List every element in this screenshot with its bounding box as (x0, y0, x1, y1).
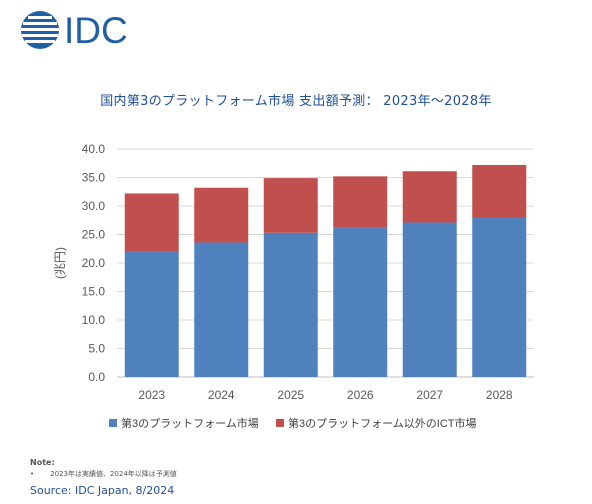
legend-swatch (276, 419, 284, 427)
y-tick-label: 0.0 (88, 370, 105, 384)
bar-segment (402, 171, 457, 223)
bar-segment (263, 178, 318, 233)
bar-segment (124, 251, 179, 377)
x-tick-label: 2026 (347, 388, 374, 402)
y-tick-label: 10.0 (82, 313, 106, 327)
x-tick-label: 2028 (486, 388, 513, 402)
y-tick-label: 25.0 (82, 228, 106, 242)
bar-segment (402, 222, 457, 377)
bar-segment (333, 176, 388, 228)
note-label: Note: (30, 458, 55, 467)
note-text: 2023年は実績値、2024年以降は予測値 (50, 470, 177, 478)
y-tick-label: 5.0 (88, 342, 105, 356)
bar-segment (263, 232, 318, 377)
globe-icon (21, 11, 59, 49)
y-tick-label: 30.0 (82, 199, 106, 213)
x-tick-label: 2025 (277, 388, 304, 402)
bar-segment (194, 187, 249, 243)
x-tick-label: 2023 (138, 388, 165, 402)
idc-logo: IDC (21, 10, 128, 51)
y-tick-label: 35.0 (82, 171, 106, 185)
legend-label: 第3のプラットフォーム市場 (121, 416, 259, 430)
chart-title: 国内第3のプラットフォーム市場 支出額予測： 2023年～2028年 (100, 94, 492, 109)
bar-segment (333, 227, 388, 377)
logo-text: IDC (64, 10, 128, 51)
y-tick-label: 20.0 (82, 256, 106, 270)
legend-label: 第3のプラットフォーム以外のICT市場 (288, 416, 477, 430)
note-item: • 2023年は実績値、2024年以降は予測値 (30, 469, 177, 479)
bar-segment (194, 242, 249, 377)
x-tick-label: 2027 (416, 388, 443, 402)
note-bullet: • (30, 470, 35, 478)
y-axis-label: (兆円) (53, 247, 67, 279)
bar-segment (472, 164, 527, 218)
legend-swatch (109, 419, 117, 427)
notes: Note: • 2023年は実績値、2024年以降は予測値 (30, 458, 177, 479)
y-tick-label: 40.0 (82, 142, 106, 156)
x-tick-label: 2024 (208, 388, 235, 402)
bar-segment (124, 193, 179, 252)
source-text: Source: IDC Japan, 8/2024 (30, 484, 175, 497)
bar-segment (472, 217, 527, 377)
y-tick-label: 15.0 (82, 285, 106, 299)
